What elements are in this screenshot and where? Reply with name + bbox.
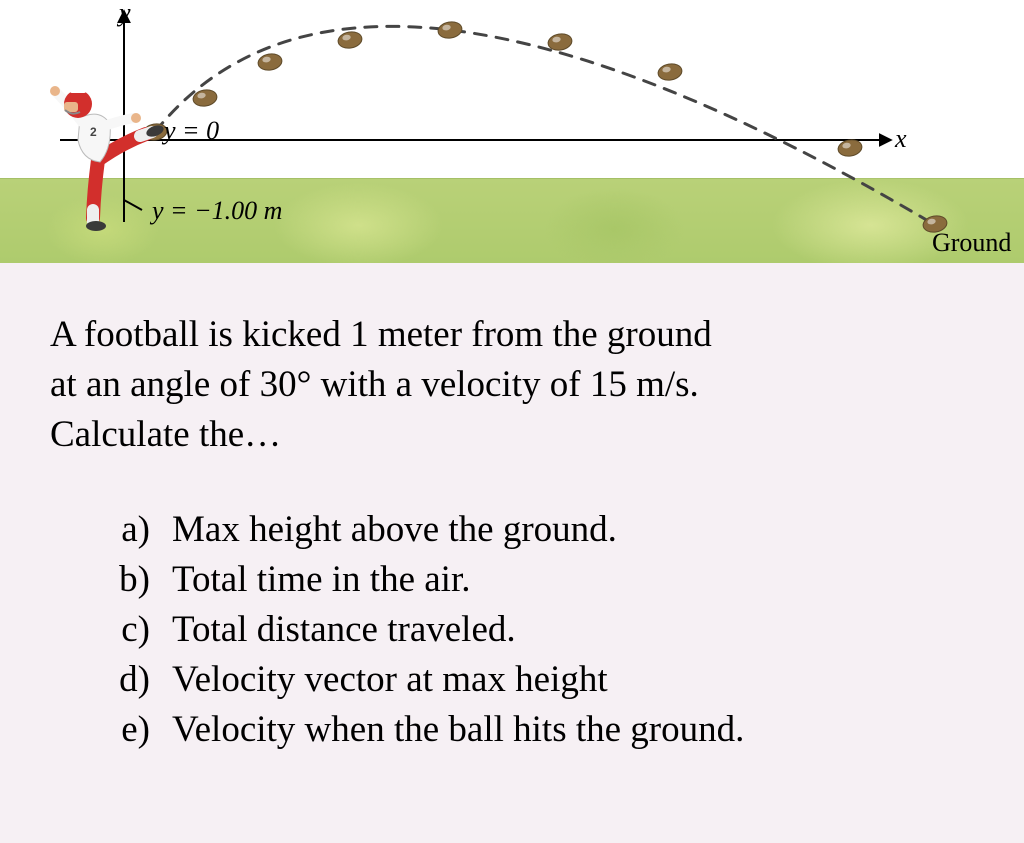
problem-text: A football is kicked 1 meter from the gr… — [50, 310, 984, 460]
diagram-region: 2 y x y = 0 y = −1.00 m Ground — [0, 0, 1024, 262]
problem-line-1: A football is kicked 1 meter from the gr… — [50, 314, 712, 355]
content-region: A football is kicked 1 meter from the gr… — [50, 310, 984, 755]
option-text: Max height above the ground. — [172, 505, 617, 555]
option-text: Velocity when the ball hits the ground. — [172, 705, 744, 755]
option-text: Total time in the air. — [172, 555, 470, 605]
option-label: c) — [50, 605, 172, 655]
option-label: a) — [50, 505, 172, 555]
option-c: c) Total distance traveled. — [50, 605, 984, 655]
page: 2 y x y = 0 y = −1.00 m Ground A footbal… — [0, 0, 1024, 843]
option-d: d) Velocity vector at max height — [50, 655, 984, 705]
problem-line-3: Calculate the… — [50, 414, 281, 455]
option-label: d) — [50, 655, 172, 705]
option-e: e) Velocity when the ball hits the groun… — [50, 705, 984, 755]
x-axis-label: x — [895, 124, 907, 154]
option-label: e) — [50, 705, 172, 755]
y-minus-label: y = −1.00 m — [152, 196, 282, 226]
y-axis-label: y — [119, 0, 131, 28]
ground-label: Ground — [932, 228, 1011, 258]
option-label: b) — [50, 555, 172, 605]
option-b: b) Total time in the air. — [50, 555, 984, 605]
option-text: Total distance traveled. — [172, 605, 516, 655]
option-text: Velocity vector at max height — [172, 655, 608, 705]
y0-label: y = 0 — [164, 116, 219, 146]
option-a: a) Max height above the ground. — [50, 505, 984, 555]
svg-text:2: 2 — [90, 125, 97, 139]
options-list: a) Max height above the ground. b) Total… — [50, 505, 984, 755]
problem-line-2: at an angle of 30° with a velocity of 15… — [50, 364, 699, 405]
